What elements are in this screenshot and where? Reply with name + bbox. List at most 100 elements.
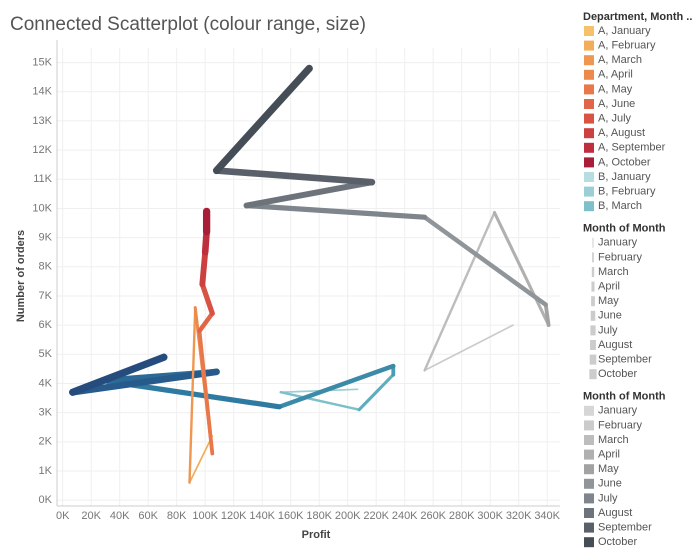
legend-label: January xyxy=(598,237,638,249)
x-tick-label: 120K xyxy=(221,510,247,522)
legend-swatch xyxy=(584,478,594,489)
y-tick-label: 1K xyxy=(39,465,53,477)
connector-segment xyxy=(277,363,396,410)
legend-swatch xyxy=(584,113,594,124)
y-tick-label: 9K xyxy=(39,232,53,244)
legend-label: February xyxy=(598,419,643,431)
y-tick-label: 15K xyxy=(32,56,52,68)
y-tick-label: 4K xyxy=(39,377,53,389)
x-tick-label: 280K xyxy=(449,510,475,522)
x-tick-label: 20K xyxy=(81,510,101,522)
x-tick-label: 200K xyxy=(335,510,361,522)
x-tick-label: 240K xyxy=(392,510,418,522)
y-tick-label: 14K xyxy=(32,86,52,98)
legend-swatch xyxy=(584,26,594,36)
connector-segment xyxy=(357,373,395,412)
legend-swatch xyxy=(584,157,594,168)
legend-swatch xyxy=(584,172,594,182)
legend-swatch xyxy=(584,69,594,80)
legend-title: Month of Month xyxy=(583,223,666,235)
x-tick-label: 140K xyxy=(249,510,275,522)
legend-swatch xyxy=(584,201,594,212)
y-tick-label: 2K xyxy=(39,436,53,448)
legend-swatch xyxy=(584,493,594,504)
legend-swatch xyxy=(584,420,594,431)
legend-label: June xyxy=(598,478,622,490)
y-tick-label: 3K xyxy=(39,407,53,419)
legend-label: August xyxy=(598,507,632,519)
legend-label: B, January xyxy=(598,171,651,183)
legend-label: A, March xyxy=(598,54,642,66)
x-tick-label: 160K xyxy=(278,510,304,522)
y-tick-label: 12K xyxy=(32,144,52,156)
connector-segment xyxy=(197,329,215,456)
legend-label: A, September xyxy=(598,142,666,154)
y-axis-title: Number of orders xyxy=(15,230,27,322)
x-tick-label: 340K xyxy=(534,510,560,522)
legend-swatch xyxy=(584,186,594,197)
legend-label: A, February xyxy=(598,40,656,52)
legend-label: September xyxy=(598,354,652,366)
legend-label: A, July xyxy=(598,113,632,125)
legend-label: May xyxy=(598,463,619,475)
y-tick-label: 13K xyxy=(32,115,52,127)
x-tick-label: 60K xyxy=(138,510,158,522)
x-tick-label: 320K xyxy=(506,510,532,522)
x-tick-label: 300K xyxy=(477,510,503,522)
legend-label: July xyxy=(598,492,618,504)
connector-segment xyxy=(212,64,313,175)
legend-label: September xyxy=(598,522,652,534)
y-tick-label: 10K xyxy=(32,202,52,214)
connector-segment xyxy=(188,435,214,484)
x-tick-label: 260K xyxy=(420,510,446,522)
connector-segment xyxy=(199,281,215,317)
x-tick-label: 100K xyxy=(192,510,218,522)
x-tick-label: 40K xyxy=(110,510,130,522)
legend-label: July xyxy=(598,324,618,336)
connector-segment xyxy=(199,249,209,288)
legend-label: August xyxy=(598,339,632,351)
legend-label: January xyxy=(598,405,638,417)
connector-segment xyxy=(279,391,361,411)
legend-swatch xyxy=(584,405,594,416)
legend-swatch xyxy=(584,435,594,445)
legend-swatch xyxy=(584,128,594,139)
connector-segment xyxy=(197,311,215,334)
legend-label: B, February xyxy=(598,186,656,198)
legend-swatch xyxy=(584,464,594,475)
legend-label: A, April xyxy=(598,69,633,81)
legend-label: June xyxy=(598,310,622,322)
legend-label: October xyxy=(598,536,637,548)
chart-title: Connected Scatterplot (colour range, siz… xyxy=(10,14,366,35)
y-tick-label: 11K xyxy=(33,173,52,185)
x-tick-label: 180K xyxy=(306,510,332,522)
connector-segment xyxy=(69,353,168,396)
legend-swatch xyxy=(584,537,594,548)
legend-label: May xyxy=(598,295,619,307)
connector-segment xyxy=(213,167,376,186)
legend-label: A, January xyxy=(598,25,651,37)
legend-label: October xyxy=(598,368,637,380)
connector-segment xyxy=(243,202,428,220)
legend-label: March xyxy=(598,434,629,446)
legend-swatch xyxy=(584,55,594,66)
legend-swatch xyxy=(584,142,594,153)
connector-segment xyxy=(243,179,375,209)
legend-label: March xyxy=(598,266,629,278)
x-tick-label: 220K xyxy=(363,510,389,522)
connector-segment xyxy=(423,324,514,372)
legend-title: Department, Month .. xyxy=(583,11,692,23)
legend-swatch xyxy=(584,522,594,533)
legend-swatch xyxy=(584,449,594,460)
y-tick-label: 5K xyxy=(39,348,53,360)
connector-segment xyxy=(492,210,551,327)
y-tick-label: 0K xyxy=(39,494,53,506)
y-tick-label: 6K xyxy=(39,319,53,331)
x-tick-label: 80K xyxy=(167,510,187,522)
legend-label: February xyxy=(598,251,643,263)
legend-label: A, May xyxy=(598,83,633,95)
legend-label: B, March xyxy=(598,200,642,212)
x-tick-label: 0K xyxy=(56,510,70,522)
connector-segment xyxy=(188,306,197,484)
